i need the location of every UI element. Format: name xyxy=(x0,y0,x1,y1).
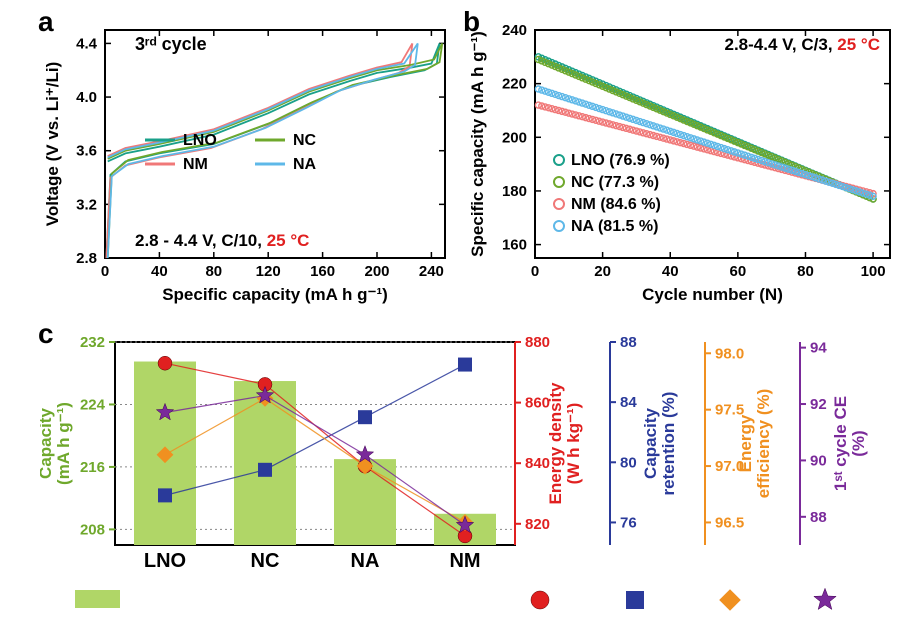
svg-text:NM: NM xyxy=(449,550,480,572)
svg-text:92: 92 xyxy=(810,396,827,413)
svg-text:180: 180 xyxy=(502,183,527,200)
svg-text:94: 94 xyxy=(810,340,827,357)
svg-text:224: 224 xyxy=(80,396,106,413)
svg-text:1ˢᵗ cycle CE(%): 1ˢᵗ cycle CE(%) xyxy=(831,396,868,491)
svg-text:220: 220 xyxy=(502,76,527,93)
svg-text:76: 76 xyxy=(620,514,637,531)
svg-text:NM: NM xyxy=(183,156,208,173)
svg-text:80: 80 xyxy=(620,454,637,471)
panel-b-chart: 0 20 40 60 80 100 160 180 200 220 240 Cycle number … xyxy=(465,8,900,313)
panel-a-chart: 0 40 80 120 160 200 240 2.8 3.2 3.6 4.0 4.4 Specific… xyxy=(40,8,455,313)
svg-text:90: 90 xyxy=(810,452,827,469)
svg-text:88: 88 xyxy=(810,509,827,526)
svg-text:NM (84.6 %): NM (84.6 %) xyxy=(571,196,661,213)
svg-text:Specific capacity (mA h g⁻¹): Specific capacity (mA h g⁻¹) xyxy=(162,285,388,304)
svg-text:Capacityretention (%): Capacityretention (%) xyxy=(641,392,678,496)
svg-text:120: 120 xyxy=(256,263,281,280)
svg-text:200: 200 xyxy=(364,263,389,280)
svg-text:NC: NC xyxy=(251,550,280,572)
svg-text:2.8-4.4 V, C/3, 25 °C: 2.8-4.4 V, C/3, 25 °C xyxy=(725,35,881,54)
svg-text:96.5: 96.5 xyxy=(715,514,744,531)
svg-text:240: 240 xyxy=(419,263,444,280)
svg-text:0: 0 xyxy=(531,263,539,280)
svg-text:40: 40 xyxy=(662,263,679,280)
svg-text:3.6: 3.6 xyxy=(76,143,97,160)
svg-text:Cycle number (N): Cycle number (N) xyxy=(642,285,783,304)
svg-text:200: 200 xyxy=(502,129,527,146)
svg-text:LNO: LNO xyxy=(183,132,217,149)
svg-text:98.0: 98.0 xyxy=(715,345,744,362)
svg-text:80: 80 xyxy=(205,263,222,280)
svg-text:40: 40 xyxy=(151,263,168,280)
svg-text:4.0: 4.0 xyxy=(76,89,97,106)
svg-text:3.2: 3.2 xyxy=(76,196,97,213)
svg-text:88: 88 xyxy=(620,334,637,351)
svg-text:Capacity(mA h g⁻¹): Capacity(mA h g⁻¹) xyxy=(40,402,73,485)
svg-text:2.8 - 4.4 V, C/10, 25 °C: 2.8 - 4.4 V, C/10, 25 °C xyxy=(135,231,309,250)
svg-text:4.4: 4.4 xyxy=(76,35,98,52)
svg-text:NA (81.5 %): NA (81.5 %) xyxy=(571,218,658,235)
svg-text:2.8: 2.8 xyxy=(76,250,97,267)
svg-text:60: 60 xyxy=(730,263,747,280)
svg-text:100: 100 xyxy=(861,263,886,280)
svg-text:LNO: LNO xyxy=(144,550,186,572)
svg-text:NA: NA xyxy=(293,156,317,173)
svg-text:208: 208 xyxy=(80,521,105,538)
svg-text:Energy density(W h kg⁻¹): Energy density(W h kg⁻¹) xyxy=(546,382,583,504)
svg-text:84: 84 xyxy=(620,394,637,411)
svg-text:LNO (76.9 %): LNO (76.9 %) xyxy=(571,152,670,169)
svg-text:160: 160 xyxy=(502,237,527,254)
svg-text:NC (77.3 %): NC (77.3 %) xyxy=(571,174,659,191)
svg-text:80: 80 xyxy=(797,263,814,280)
svg-text:Voltage (V vs. Li⁺/Li): Voltage (V vs. Li⁺/Li) xyxy=(43,62,62,227)
svg-text:232: 232 xyxy=(80,334,105,351)
svg-text:880: 880 xyxy=(525,334,550,351)
svg-text:0: 0 xyxy=(101,263,109,280)
svg-text:20: 20 xyxy=(594,263,611,280)
svg-text:216: 216 xyxy=(80,459,105,476)
panel-c-chart: LNO NC NA NM 208 216 224 232 Capacity(mA h g⁻¹) 8… xyxy=(40,320,900,625)
svg-text:820: 820 xyxy=(525,516,550,533)
svg-text:NC: NC xyxy=(293,132,317,149)
svg-text:160: 160 xyxy=(310,263,335,280)
svg-text:3ʳᵈ cycle: 3ʳᵈ cycle xyxy=(135,34,207,54)
svg-text:240: 240 xyxy=(502,22,527,39)
svg-text:NA: NA xyxy=(351,550,380,572)
svg-text:Specific capacity (mA h g⁻¹): Specific capacity (mA h g⁻¹) xyxy=(468,31,487,257)
